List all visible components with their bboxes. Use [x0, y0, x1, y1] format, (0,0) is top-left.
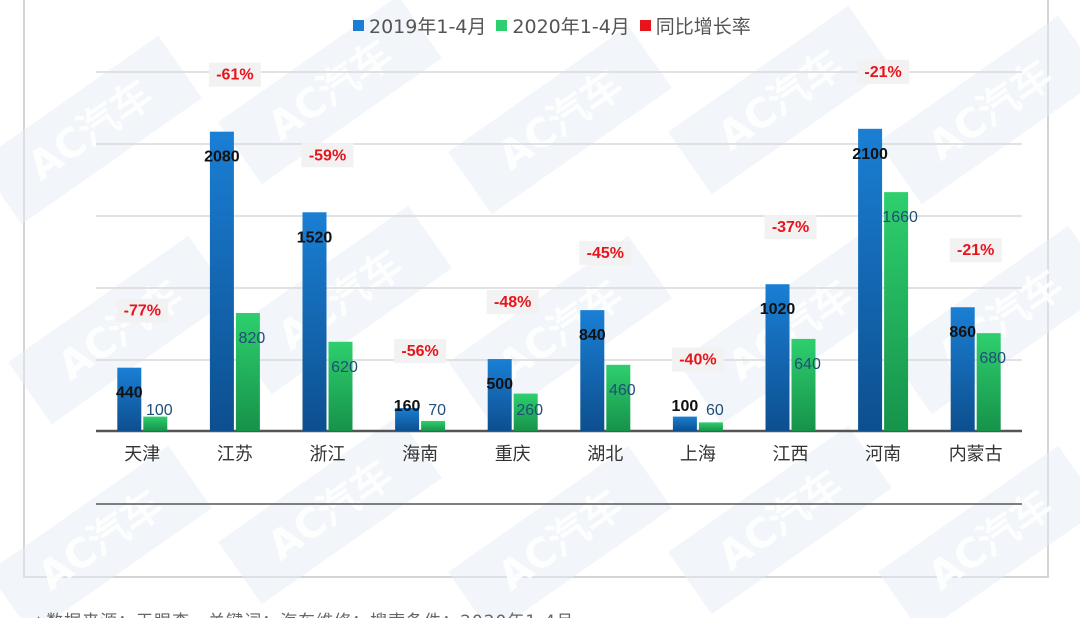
bar-2020[interactable] — [421, 420, 446, 431]
legend-item-2020[interactable]: 2020年1-4月 — [496, 12, 630, 39]
legend-item-growth[interactable]: 同比增长率 — [639, 12, 751, 39]
growth-label-bg — [949, 238, 1002, 263]
data-label-2020: 640 — [794, 356, 821, 373]
data-label-2019: 1520 — [297, 229, 333, 246]
data-label-2020: 680 — [979, 350, 1006, 367]
bar-2020[interactable] — [143, 416, 168, 431]
bar-2020[interactable] — [884, 192, 909, 431]
data-label-2020: 620 — [331, 359, 358, 376]
data-label-2020: 260 — [516, 402, 543, 419]
watermark: AC汽车 — [0, 35, 202, 225]
data-label-2020: 70 — [428, 402, 446, 419]
bar-2020[interactable] — [606, 364, 631, 431]
growth-label: -59% — [309, 147, 346, 164]
bar-2019[interactable] — [580, 310, 605, 431]
data-label-2019: 1020 — [760, 301, 796, 318]
bar-2020[interactable] — [328, 341, 353, 431]
data-label-2020: 100 — [146, 402, 173, 419]
legend-label-2020: 2020年1-4月 — [512, 16, 630, 38]
data-label-2019: 160 — [394, 398, 421, 415]
growth-label: -37% — [772, 219, 809, 236]
watermark: AC汽车 — [878, 15, 1080, 205]
data-label-2020: 460 — [609, 382, 636, 399]
bar-2019[interactable] — [858, 128, 883, 431]
category-label: 上海 — [680, 444, 716, 465]
growth-label-bg — [116, 298, 169, 323]
growth-label: -56% — [401, 343, 438, 360]
bar-2019[interactable] — [117, 367, 142, 431]
watermark: AC汽车 — [878, 445, 1080, 618]
chart-legend: 2019年1-4月 2020年1-4月 同比增长率 — [353, 12, 751, 39]
bar-2019[interactable] — [950, 307, 975, 431]
label-layer: 440100-77%天津2080820-61%江苏1520620-59%浙江16… — [116, 59, 1006, 465]
category-label: 浙江 — [310, 444, 346, 465]
bar-2019[interactable] — [672, 416, 697, 431]
category-label: 江西 — [773, 444, 809, 465]
legend-label-growth: 同比增长率 — [655, 16, 751, 38]
growth-label: -61% — [216, 67, 253, 84]
data-label-2019: 440 — [116, 385, 143, 402]
data-label-2019: 840 — [579, 327, 606, 344]
growth-label: -21% — [957, 242, 994, 259]
bar-2019[interactable] — [765, 284, 790, 431]
category-label: 海南 — [402, 444, 438, 465]
watermark: AC汽车 — [448, 235, 672, 425]
watermark: AC汽车 — [448, 25, 672, 215]
bar-2020[interactable] — [513, 393, 538, 431]
growth-label: -40% — [679, 352, 716, 369]
data-label-2020: 60 — [706, 402, 724, 419]
bar-layer — [117, 128, 1001, 432]
growth-label-bg — [579, 241, 632, 266]
growth-label: -77% — [124, 303, 161, 320]
data-label-2019: 100 — [672, 398, 699, 415]
growth-label-bg — [671, 347, 724, 372]
bar-2020[interactable] — [791, 338, 816, 431]
growth-label: -21% — [864, 64, 901, 81]
growth-label-bg — [764, 215, 817, 240]
data-label-2020: 820 — [239, 330, 266, 347]
bar-2020[interactable] — [698, 422, 723, 431]
source-note: ▲数据来源：天眼查 关键词：汽车维修；搜索条件：2020年1-4月 — [32, 607, 574, 618]
watermark: AC汽车 — [448, 445, 672, 618]
category-label: 天津 — [124, 444, 160, 465]
growth-label-bg — [208, 62, 261, 87]
data-label-2020: 1660 — [882, 209, 918, 226]
watermark: AC汽车 — [0, 445, 212, 618]
bar-2019[interactable] — [302, 212, 327, 431]
watermark: AC汽车 — [228, 205, 452, 395]
growth-label-bg — [394, 338, 447, 363]
growth-label-bg — [486, 290, 539, 315]
category-label: 重庆 — [495, 444, 531, 465]
growth-label: -45% — [587, 245, 624, 262]
growth-label-bg — [857, 59, 910, 84]
legend-swatch-2020 — [496, 20, 508, 31]
category-label: 内蒙古 — [949, 444, 1003, 465]
legend-label-2019: 2019年1-4月 — [369, 16, 487, 38]
category-label: 湖北 — [587, 444, 623, 465]
legend-item-2019[interactable]: 2019年1-4月 — [353, 12, 486, 39]
growth-label: -48% — [494, 294, 531, 311]
legend-swatch-growth — [639, 20, 651, 31]
data-label-2019: 2080 — [204, 149, 240, 166]
bar-2019[interactable] — [487, 359, 512, 431]
legend-swatch-2019 — [353, 20, 364, 31]
data-label-2019: 2100 — [852, 146, 888, 163]
data-label-2019: 500 — [486, 376, 513, 393]
bar-2020[interactable] — [235, 313, 260, 431]
bar-2020[interactable] — [976, 333, 1001, 431]
growth-label-bg — [301, 143, 354, 168]
category-label: 河南 — [865, 444, 901, 465]
data-label-2019: 860 — [949, 324, 976, 341]
bar-2019[interactable] — [395, 407, 420, 431]
category-label: 江苏 — [217, 444, 253, 465]
bar-2019[interactable] — [209, 131, 234, 432]
